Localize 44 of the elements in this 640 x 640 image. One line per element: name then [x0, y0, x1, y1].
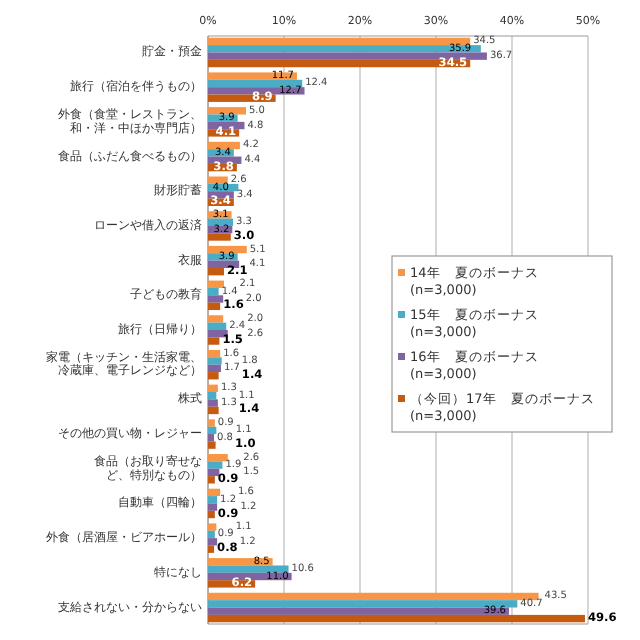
bar [208, 337, 220, 345]
bar [208, 565, 289, 573]
bar [208, 406, 219, 415]
bar [208, 52, 487, 60]
bar [208, 538, 218, 546]
bar [208, 79, 303, 88]
bar [208, 419, 215, 427]
bar [208, 392, 217, 400]
bar [208, 267, 224, 276]
bar [208, 287, 219, 296]
bar [208, 545, 215, 553]
bar [208, 399, 218, 407]
bar [208, 476, 215, 484]
bar [208, 37, 471, 46]
bar [208, 530, 215, 539]
bar [208, 592, 539, 601]
bar [208, 176, 228, 184]
bar [208, 426, 217, 435]
bar [208, 496, 218, 504]
bar [208, 87, 305, 95]
bar [208, 280, 224, 288]
bar [208, 461, 223, 469]
bar [208, 233, 231, 241]
bar [208, 434, 215, 442]
bar [208, 600, 518, 608]
bar [208, 523, 217, 531]
bar [208, 384, 218, 393]
bar [208, 372, 219, 380]
bar [208, 357, 222, 365]
bar [208, 468, 220, 477]
bar [208, 72, 297, 80]
bar [208, 349, 221, 358]
bar [208, 302, 221, 311]
bar [208, 364, 221, 373]
bar [208, 607, 509, 615]
bar [208, 441, 216, 449]
bar [208, 503, 218, 511]
bar [208, 488, 221, 497]
bar [208, 322, 227, 330]
bar [208, 45, 481, 53]
bar [208, 315, 224, 323]
bar [208, 510, 215, 519]
bar [208, 295, 224, 303]
bar [208, 454, 228, 462]
